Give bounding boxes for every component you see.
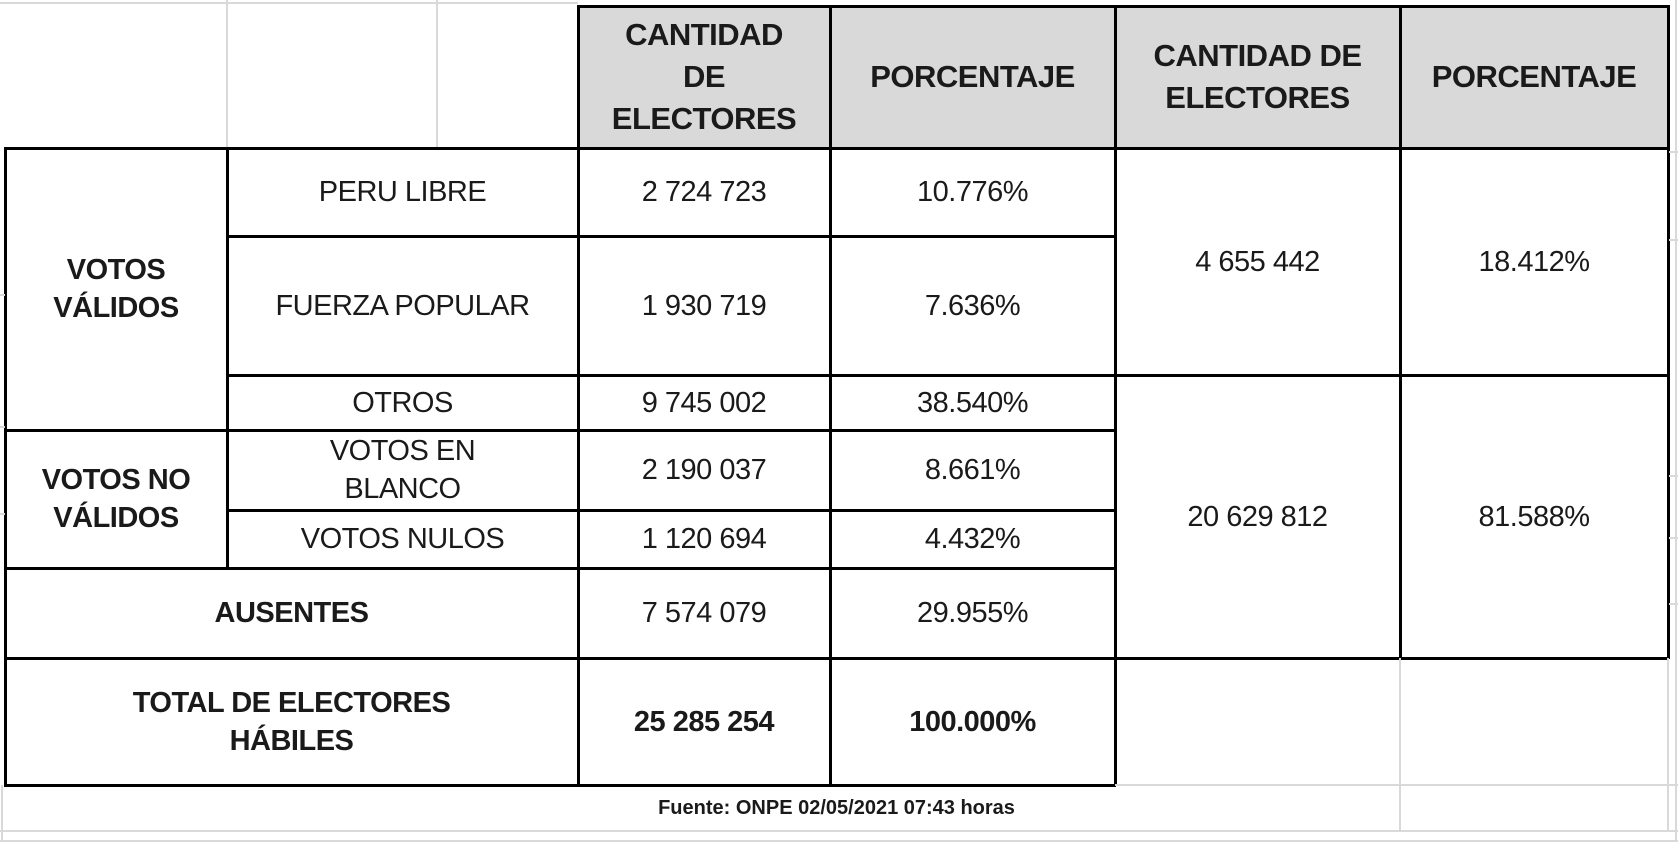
cell-votos-en-blanco-label: VOTOS EN BLANCO (329, 435, 476, 505)
cell-votos-no-validos-label: VOTOS NO VÁLIDOS (41, 464, 191, 534)
gridline (1669, 151, 1678, 153)
cell-ausentes-porcentaje: 29.955% (917, 597, 1029, 629)
border-line (829, 5, 832, 786)
border-line (4, 784, 1116, 787)
cell-total-cantidad: 25 285 254 (633, 705, 775, 738)
cell-total-porcentaje: 100.000% (909, 705, 1036, 738)
gridline (0, 2, 578, 4)
border-line (4, 147, 1669, 150)
header-porcentaje-1: PORCENTAJE (830, 6, 1115, 148)
gridline (1115, 784, 1678, 786)
cell-otros-label: OTROS (352, 386, 453, 419)
gridline (1, 785, 3, 842)
gridline (0, 840, 1678, 842)
cell-total-label: TOTAL DE ELECTORES HÁBILES (132, 686, 451, 757)
border-line (1114, 5, 1117, 786)
gridline (0, 426, 5, 428)
cell-grupo-no-validos-cantidad: 20 629 812 (1187, 500, 1328, 533)
border-line (1399, 5, 1402, 659)
gridline (1669, 537, 1678, 539)
border-line (4, 429, 1116, 432)
header-porcentaje-2: PORCENTAJE (1400, 6, 1668, 148)
gridline (1669, 475, 1678, 477)
gridline (0, 294, 5, 296)
cell-peru-libre-label: PERU LIBRE (318, 176, 487, 208)
gridline (0, 513, 5, 515)
header-cantidad-electores-2: CANTIDAD DE ELECTORES (1115, 6, 1400, 148)
cell-otros-porcentaje: 38.540% (917, 386, 1029, 419)
gridline (1399, 658, 1401, 831)
cell-votos-validos-label: VOTOS VÁLIDOS (53, 254, 179, 324)
border-line (577, 5, 1669, 8)
border-line (226, 374, 1669, 377)
cell-votos-nulos-label: VOTOS NULOS (300, 523, 505, 555)
gridline (1667, 658, 1669, 831)
border-line (4, 147, 7, 786)
cell-grupo-validos-cantidad: 4 655 442 (1195, 245, 1320, 278)
border-line (1667, 5, 1670, 659)
footer-source: Fuente: ONPE 02/05/2021 07:43 horas (658, 797, 1015, 819)
border-line (226, 235, 1116, 238)
cell-peru-libre-porcentaje: 10.776% (917, 176, 1029, 208)
cell-fuerza-popular-label: FUERZA POPULAR (275, 289, 530, 322)
gridline (1675, 0, 1677, 842)
gridline (436, 0, 438, 147)
cell-peru-libre-cantidad: 2 724 723 (641, 176, 767, 208)
border-line (4, 567, 1116, 570)
cell-otros-cantidad: 9 745 002 (641, 386, 767, 419)
cell-votos-en-blanco-porcentaje: 8.661% (924, 454, 1021, 486)
cell-ausentes-cantidad: 7 574 079 (641, 597, 767, 629)
cell-fuerza-popular-cantidad: 1 930 719 (641, 289, 767, 322)
border-line (4, 657, 1669, 660)
gridline (0, 830, 1678, 832)
border-line (226, 147, 229, 569)
cell-grupo-no-validos-porcentaje: 81.588% (1478, 500, 1591, 533)
gridline (1669, 603, 1678, 605)
header-cantidad-electores-1: CANTIDAD DE ELECTORES (578, 6, 830, 148)
cell-ausentes-label: AUSENTES (214, 597, 369, 629)
cell-grupo-validos-porcentaje: 18.412% (1478, 245, 1591, 278)
cell-votos-nulos-porcentaje: 4.432% (924, 523, 1021, 555)
cell-votos-nulos-cantidad: 1 120 694 (641, 523, 767, 555)
cell-fuerza-popular-porcentaje: 7.636% (924, 289, 1021, 322)
border-line (577, 5, 580, 786)
gridline (226, 0, 228, 147)
gridline (1669, 239, 1678, 241)
border-line (226, 509, 1116, 512)
cell-votos-en-blanco-cantidad: 2 190 037 (641, 454, 767, 486)
